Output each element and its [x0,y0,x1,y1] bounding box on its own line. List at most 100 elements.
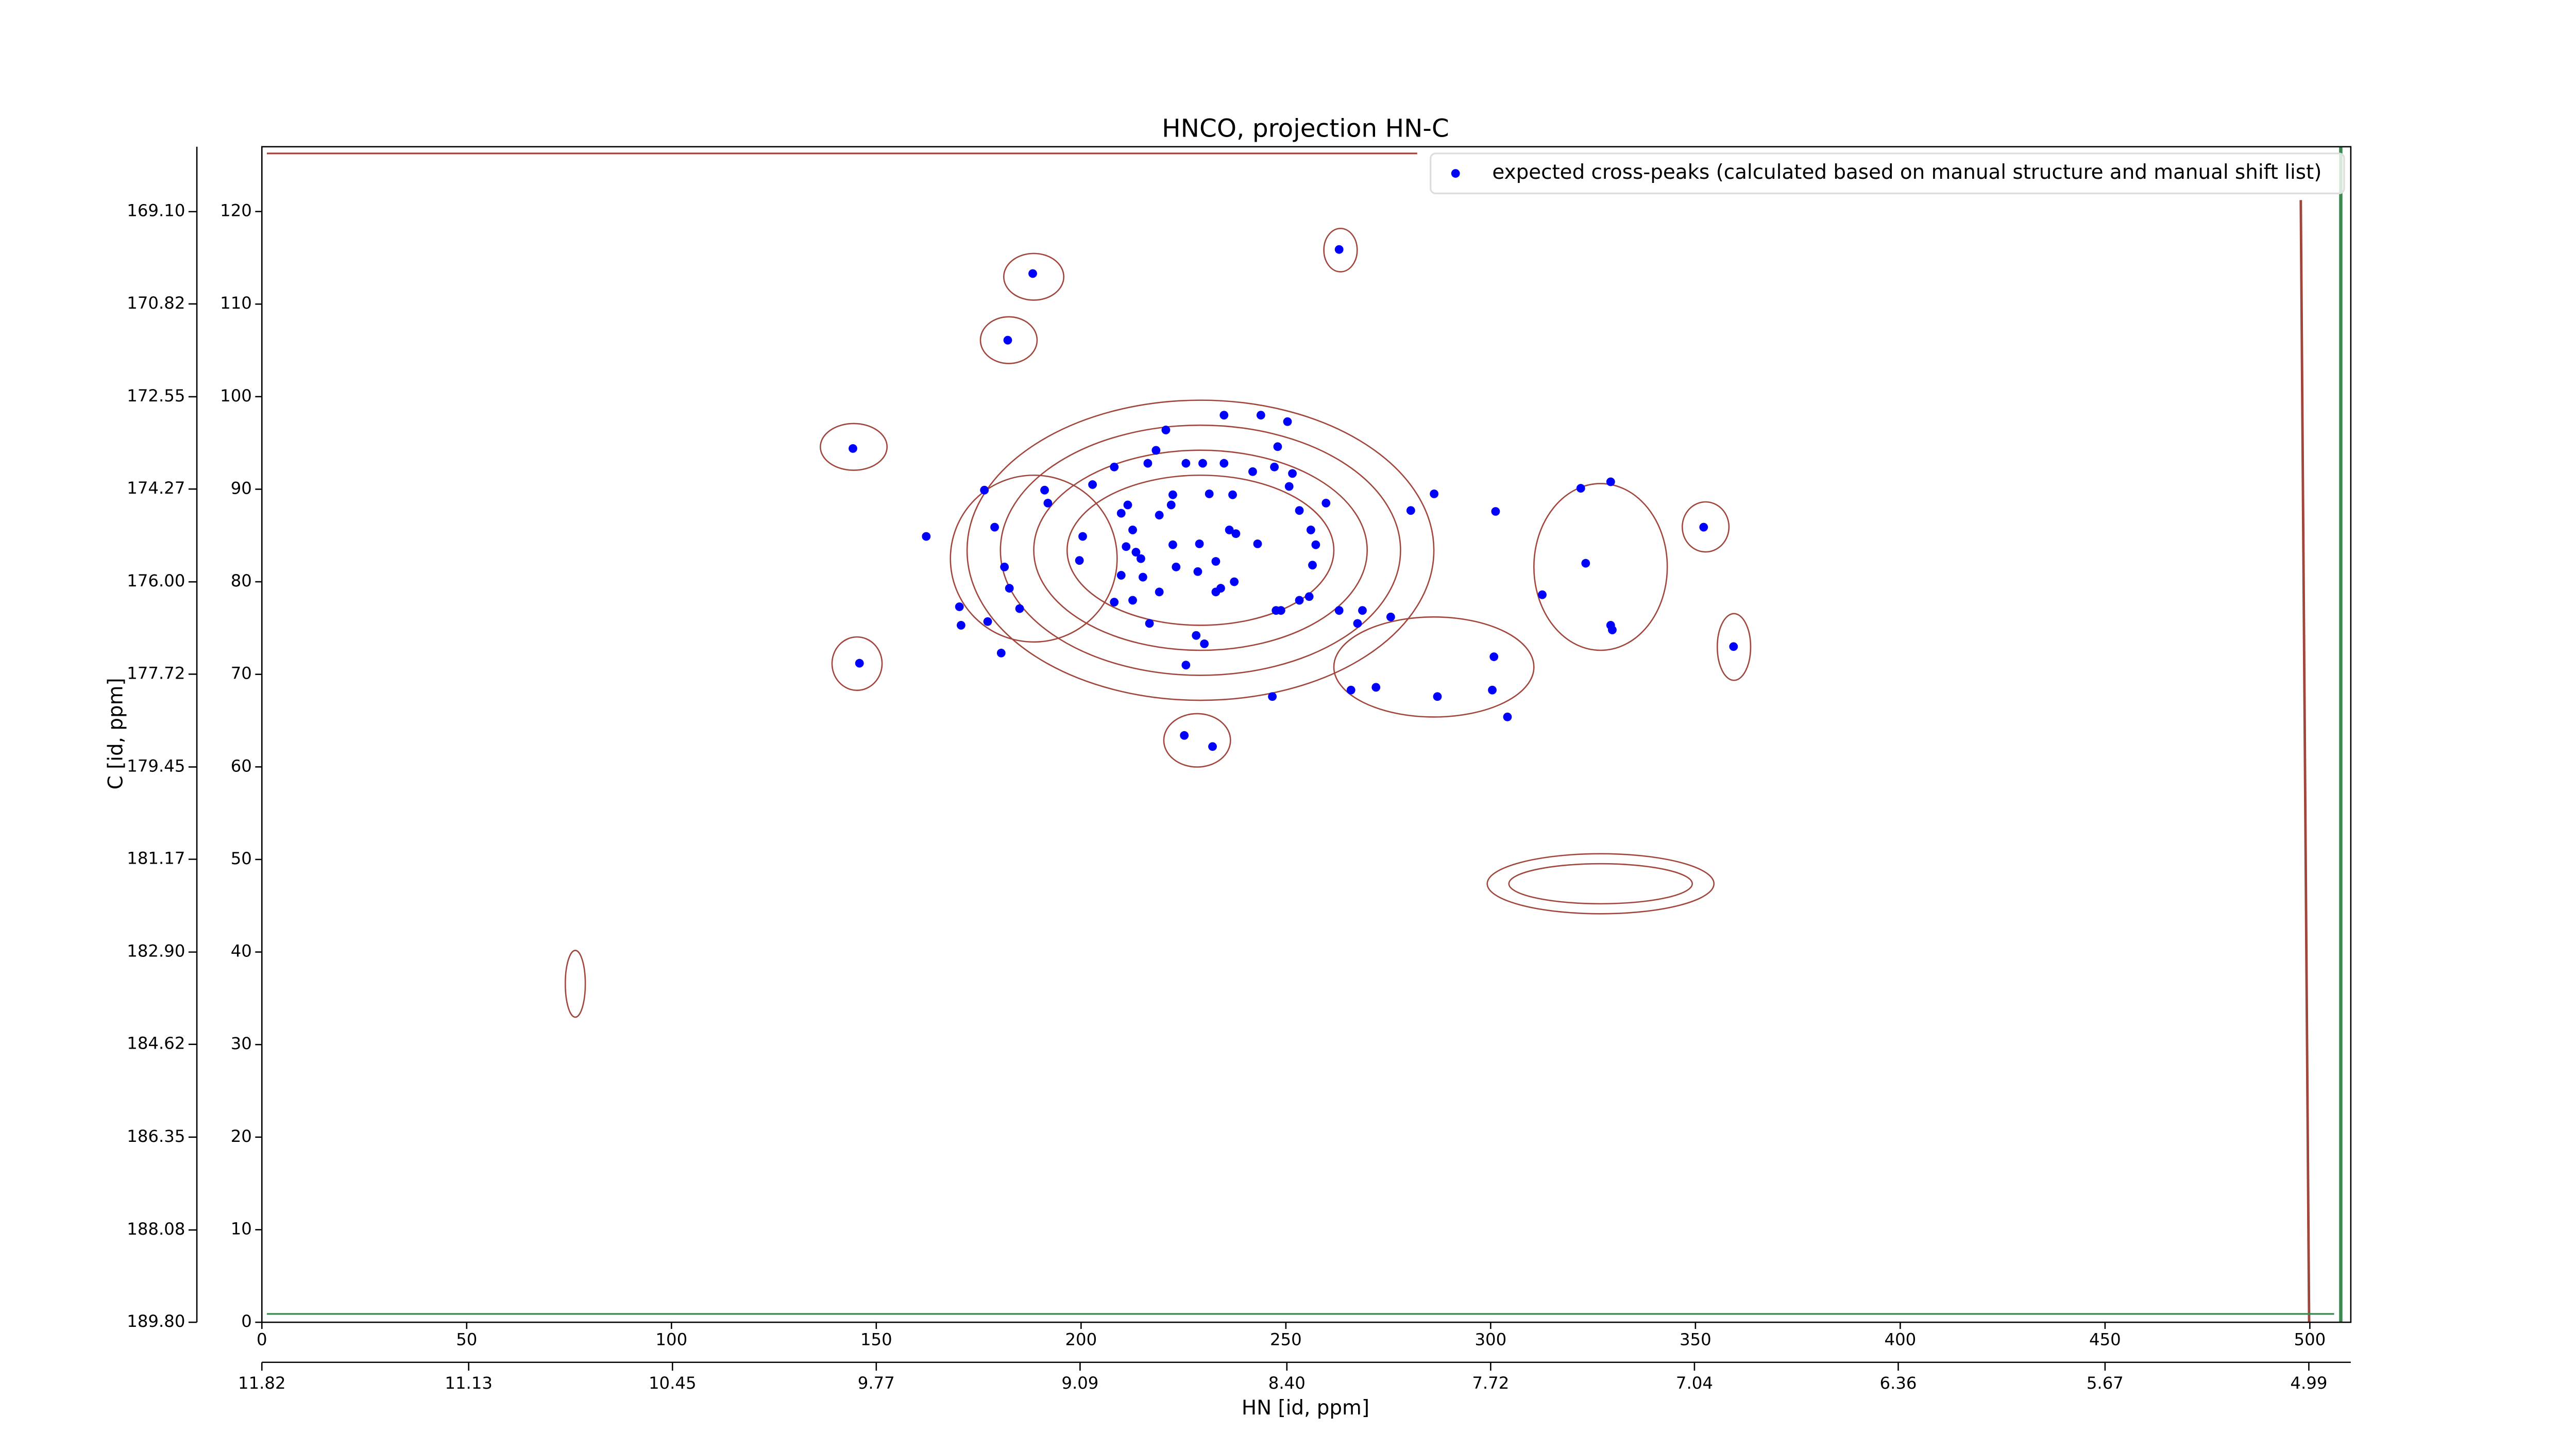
cross-peak [1308,561,1317,570]
cross-peak [1406,506,1415,515]
x2-tick-label: 8.40 [1268,1373,1306,1393]
cross-peak [1015,604,1024,613]
legend-label: expected cross-peaks (calculated based o… [1492,161,2321,184]
cross-peak [1040,485,1049,495]
cross-peak [1123,500,1132,510]
cross-peak [1295,506,1304,515]
cross-peak [1128,526,1137,534]
cross-peak [1321,498,1331,508]
y2-tick-label: 189.80 [127,1311,185,1331]
cross-peak [1273,442,1282,451]
cross-peak [1151,446,1161,455]
cross-peak [1311,540,1320,549]
cross-peak [1295,596,1304,605]
cross-peak [1000,562,1009,571]
cross-peak [849,444,857,453]
cross-peak [1433,692,1442,701]
cross-peak [1699,523,1708,532]
cross-peak [980,485,989,495]
cross-peak [1276,606,1285,615]
cross-peak [1216,584,1225,593]
cross-peak [1166,500,1176,510]
x2-tick-label: 4.99 [2290,1373,2327,1393]
cross-peak [855,659,864,668]
cross-peak [1304,592,1314,601]
x-tick-label: 0 [257,1330,267,1350]
x2-tick-label: 7.72 [1472,1373,1509,1393]
y2-tick-label: 188.08 [127,1219,185,1239]
y-tick-label: 80 [231,571,252,591]
cross-peak [922,532,931,541]
y-tick-label: 20 [231,1126,252,1146]
y2-tick-label: 184.62 [127,1034,185,1053]
cross-peak [1488,685,1497,695]
cross-peak [1608,626,1617,634]
cross-peak [1180,731,1189,740]
x-tick-label: 450 [2089,1330,2121,1350]
y-tick-label: 50 [231,849,252,868]
y2-tick-label: 172.55 [127,386,185,406]
y-tick-label: 110 [220,293,252,313]
cross-peak [1161,426,1171,434]
cross-peak [1353,619,1362,628]
x2-tick-label: 5.67 [2087,1373,2124,1393]
cross-peak [1078,532,1087,541]
cross-peak [990,523,999,532]
cross-peak [1168,540,1177,549]
y-tick-label: 0 [241,1311,252,1331]
x2-tick-label: 10.45 [649,1373,697,1393]
cross-peak [1028,269,1037,278]
cross-peak [1270,462,1279,471]
cross-peak [1143,459,1153,468]
cross-peak [996,648,1006,658]
cross-peak [1729,642,1738,651]
y2-tick-label: 169.10 [127,201,185,221]
x-tick-label: 500 [2294,1330,2326,1350]
cross-peak [1136,554,1145,563]
x2-tick-label: 9.77 [858,1373,895,1393]
cross-peak [1430,489,1439,498]
cross-peak [1131,548,1141,557]
x-axis-label: HN [id, ppm] [1242,1396,1369,1420]
cross-peak [1371,683,1381,692]
cross-peak [1306,526,1315,534]
x-tick-label: 300 [1475,1330,1506,1350]
y-tick-label: 90 [231,478,252,498]
x-tick-label: 150 [860,1330,892,1350]
cross-peak [1110,462,1119,471]
y-tick-label: 120 [220,201,252,221]
cross-peak [1193,567,1202,576]
y-tick-label: 40 [231,941,252,961]
cross-peak [1155,587,1164,597]
y2-tick-label: 179.45 [127,756,185,776]
contour-decoration [267,146,2343,1323]
cross-peak [1219,459,1229,468]
x-tick-label: 200 [1065,1330,1097,1350]
cross-peak [1491,507,1500,516]
legend-marker [1451,169,1460,178]
cross-peak [983,617,992,626]
x-tick-label: 50 [456,1330,477,1350]
cross-peak [1576,484,1585,493]
cross-peak [1211,557,1221,566]
cross-peak [1503,712,1512,721]
cross-peak [1225,526,1234,534]
cross-peak [1116,509,1126,518]
legend-box [1430,153,2345,194]
cross-peak [1172,562,1181,571]
cross-peak [1283,417,1292,426]
y2-tick-label: 186.35 [127,1126,185,1146]
plot-frame [261,146,2352,1323]
x2-tick-label: 11.13 [445,1373,493,1393]
cross-peak [1230,577,1239,586]
cross-peak [1088,480,1097,489]
cross-peak [1606,477,1615,486]
y-axis-label: C [id, ppm] [104,678,127,789]
x2-tick-label: 11.82 [238,1373,286,1393]
x-tick-label: 250 [1270,1330,1302,1350]
cross-peak [1205,489,1214,498]
cross-peak [1043,498,1053,508]
cross-peak [1116,571,1126,580]
x-tick-label: 400 [1885,1330,1917,1350]
